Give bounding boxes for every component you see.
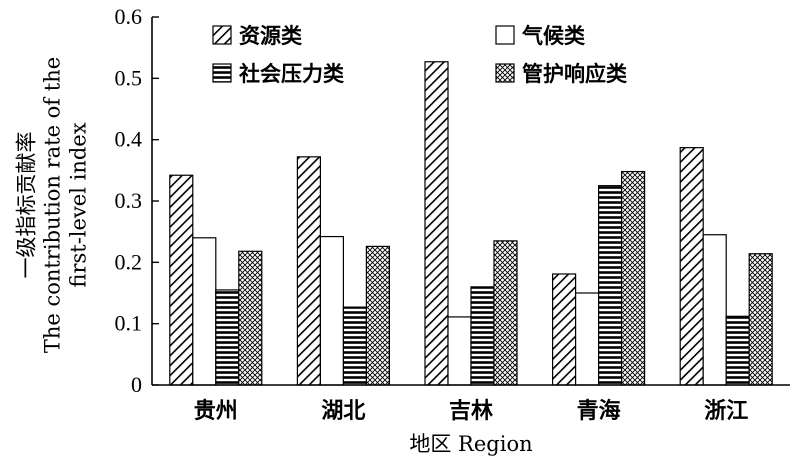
bar: [725, 315, 750, 386]
y-tick-label: 0.1: [115, 311, 143, 336]
x-category-label: 贵州: [194, 399, 238, 424]
bar: [551, 273, 577, 386]
bar: [365, 245, 390, 386]
y-axis-ticks: 0 0.1 0.2 0.3 0.4 0.5 0.6: [115, 4, 159, 397]
bar: [679, 147, 704, 386]
bar: [342, 306, 367, 386]
bar: [493, 240, 518, 386]
legend-swatch: [495, 63, 515, 83]
x-category-label: 吉林: [449, 398, 493, 424]
bar: [620, 170, 646, 386]
y-tick-label: 0: [131, 372, 142, 397]
y-axis-title-line: The contribution rate of the: [41, 57, 65, 353]
legend-swatch: [495, 25, 515, 45]
legend-label: 气候类: [521, 24, 586, 48]
x-category-label: 浙江: [704, 399, 748, 424]
y-tick-label: 0.3: [115, 188, 143, 213]
bar: [702, 234, 727, 386]
axes: [151, 17, 790, 386]
legend-swatch: [212, 63, 232, 83]
bar: [169, 174, 194, 386]
y-tick-label: 0.4: [115, 127, 143, 152]
y-axis-title-line: 一级指标贡献率: [15, 132, 39, 279]
bar: [470, 286, 495, 386]
legend-label: 资源类: [239, 24, 303, 48]
y-axis-title-line: first-level index: [67, 122, 91, 287]
x-category-label: 青海: [577, 398, 621, 424]
y-axis-title: 一级指标贡献率 The contribution rate of the first…: [15, 57, 91, 353]
bar: [319, 235, 344, 386]
bar: [574, 292, 600, 386]
legend-swatch: [212, 25, 232, 45]
legend-label: 社会压力类: [238, 62, 345, 86]
bar: [238, 250, 263, 386]
bar: [447, 316, 472, 386]
bar: [748, 253, 773, 386]
bars: [169, 61, 773, 386]
bar: [215, 289, 240, 386]
y-tick-label: 0.5: [115, 65, 143, 90]
y-tick-label: 0.6: [115, 4, 143, 29]
x-category-label: 湖北: [321, 399, 365, 424]
bar: [597, 185, 623, 386]
bar: [424, 61, 449, 386]
x-axis-title: 地区 Region: [409, 432, 532, 456]
y-tick-label: 0.2: [115, 249, 143, 274]
bar: [192, 237, 217, 386]
bar: [296, 156, 321, 386]
x-axis-categories: 贵州 湖北 吉林 青海 浙江: [194, 398, 748, 424]
legend-label: 管护响应类: [522, 62, 628, 86]
